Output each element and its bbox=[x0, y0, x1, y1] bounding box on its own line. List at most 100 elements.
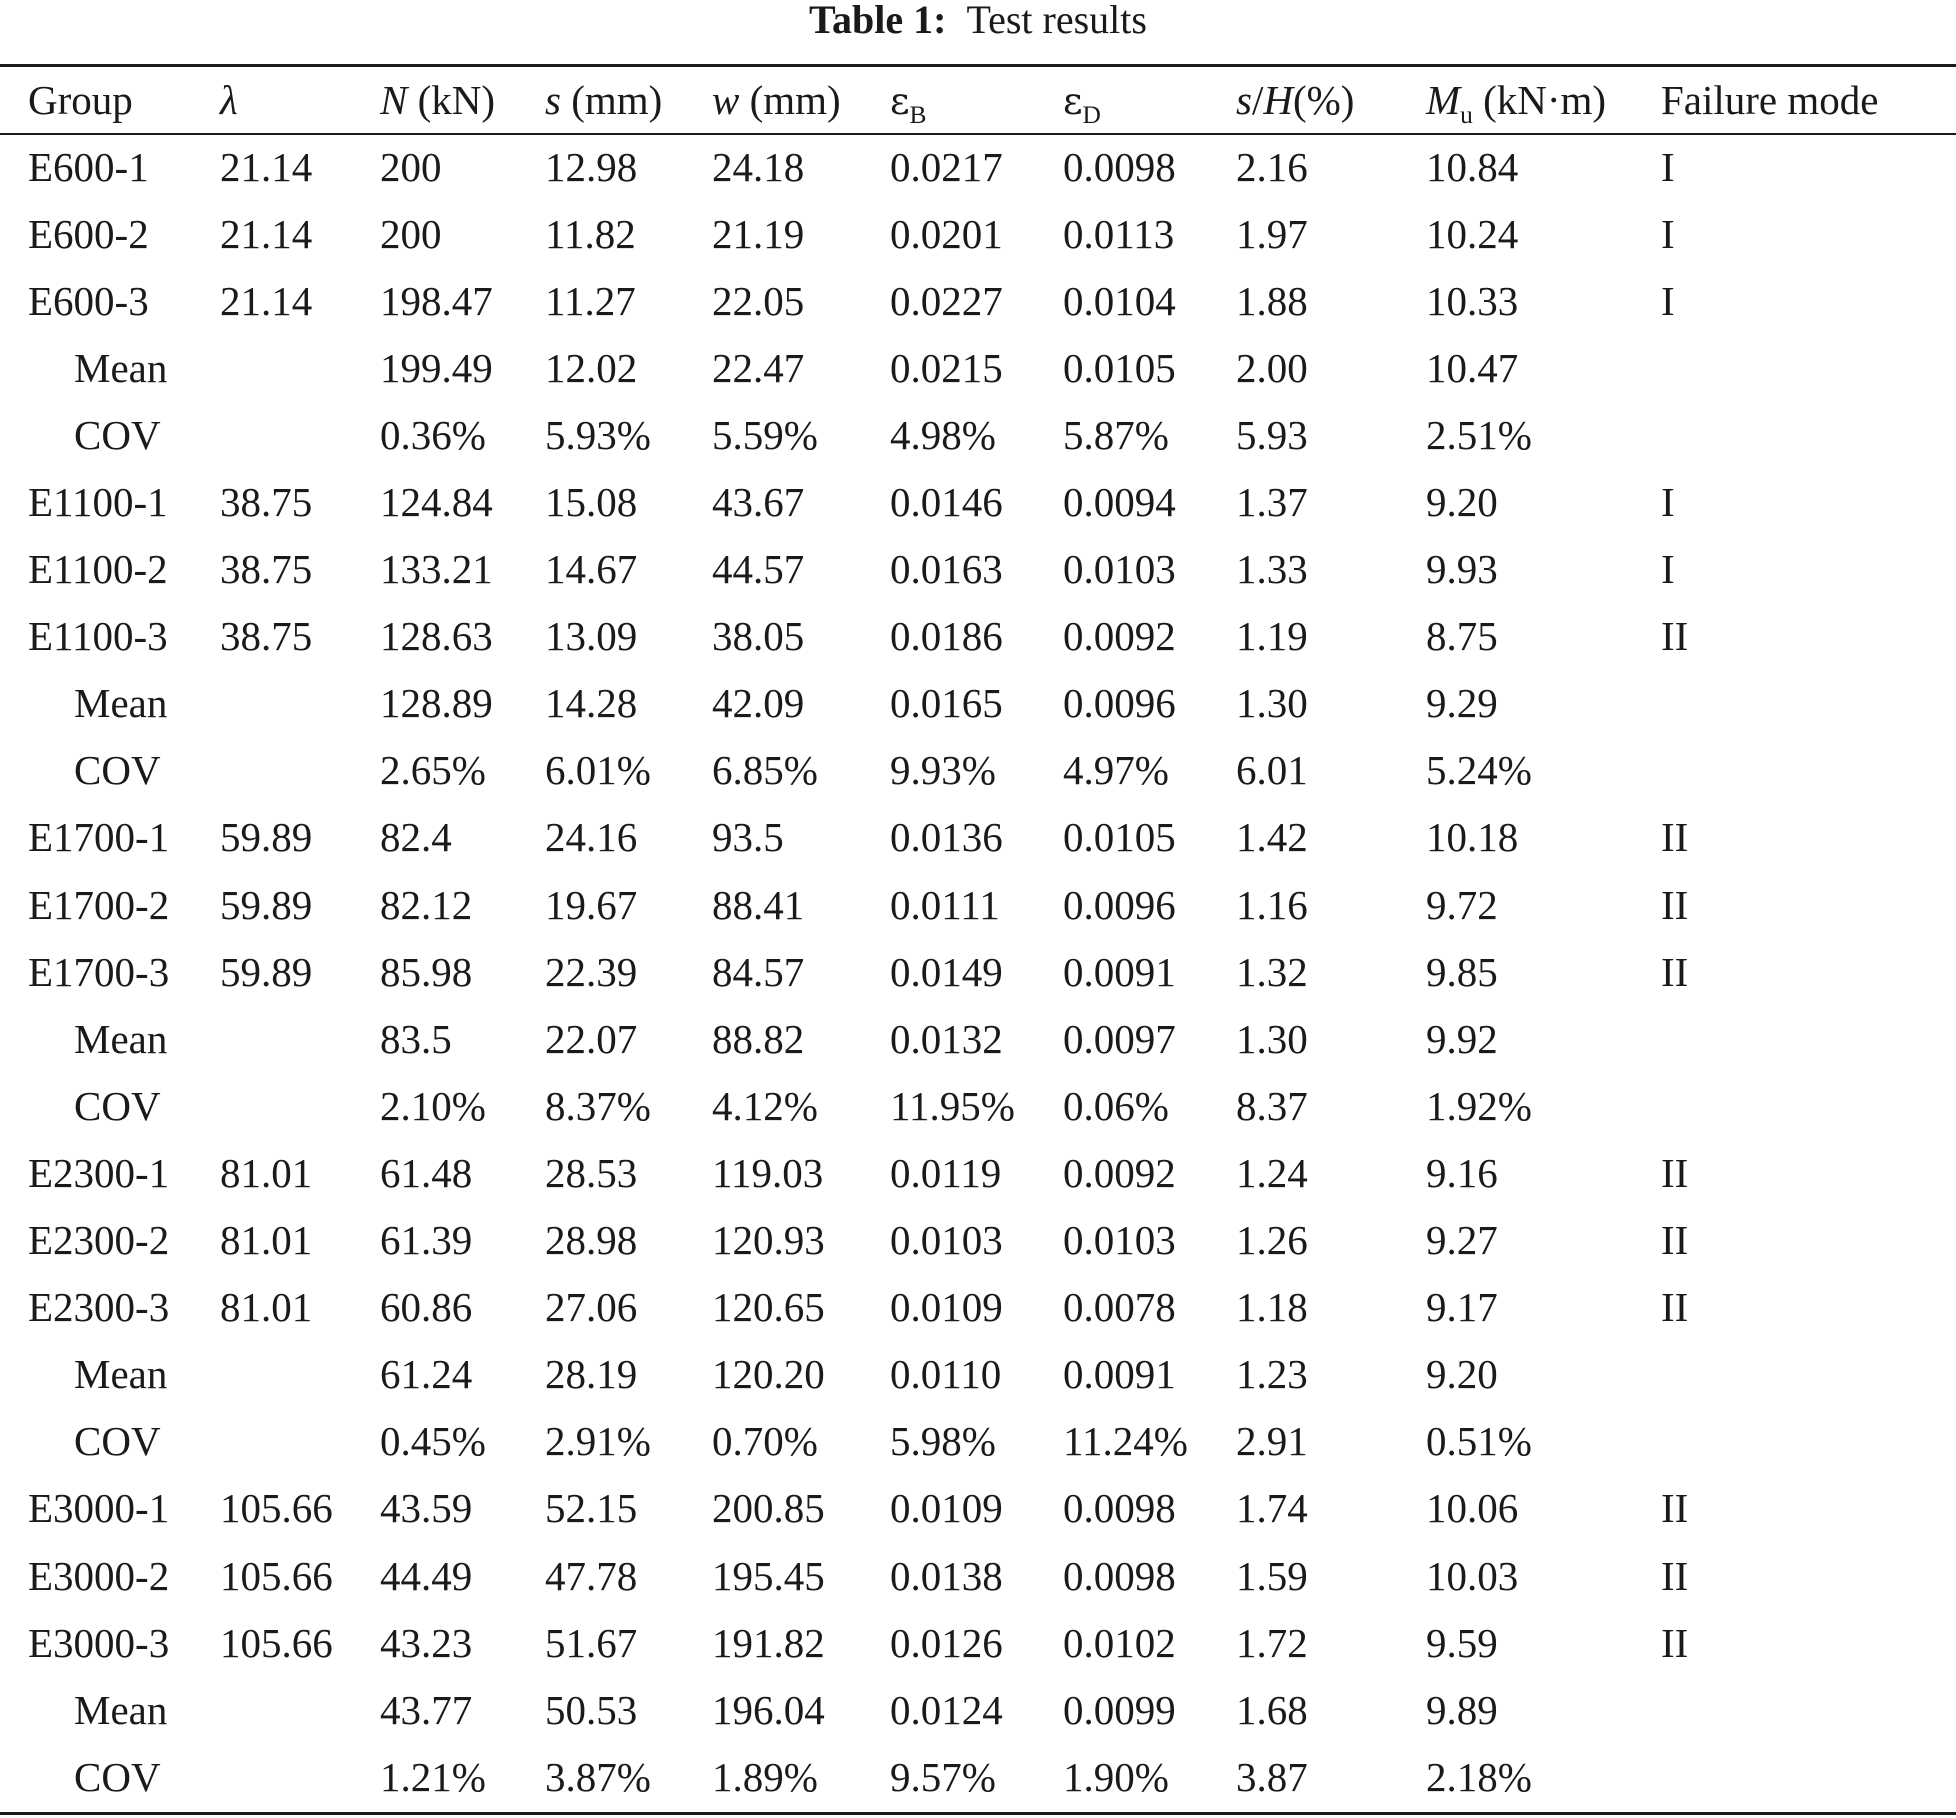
cell-group: COV bbox=[74, 411, 161, 458]
table-body: E600-1 21.14 200 12.98 24.18 0.0217 0.0098 2.16… bbox=[0, 133, 1956, 1810]
cell-lambda: 21.14 bbox=[220, 143, 313, 190]
cell-w: 195.45 bbox=[712, 1552, 825, 1599]
table-row: E1700-1 59.89 82.4 24.16 93.5 0.0136 0.0105 1.4… bbox=[0, 804, 1956, 871]
cell-eps-d: 0.0113 bbox=[1063, 210, 1175, 257]
cell-lambda bbox=[220, 670, 380, 737]
cell-mu: 9.17 bbox=[1426, 1284, 1498, 1331]
cell-eps-d: 1.90% bbox=[1063, 1753, 1169, 1800]
cell-s: 14.67 bbox=[545, 546, 638, 593]
cell-mu: 2.51% bbox=[1426, 411, 1532, 458]
mean-row: Mean 61.24 28.19 120.20 0.0110 0.0091 1.23 9.20 bbox=[0, 1341, 1956, 1408]
cell-load: 2.10% bbox=[380, 1082, 486, 1129]
table-caption-text: Test results bbox=[966, 0, 1147, 42]
header-lambda: λ bbox=[220, 77, 238, 123]
cell-failure-mode: II bbox=[1661, 1485, 1689, 1532]
cell-group: E3000-2 bbox=[28, 1552, 170, 1599]
cell-w: 22.05 bbox=[712, 277, 805, 324]
cell-load: 85.98 bbox=[380, 948, 473, 995]
cell-mu: 9.72 bbox=[1426, 881, 1498, 928]
table-caption: Table 1: Test results bbox=[0, 0, 1956, 40]
cell-s-over-h: 1.18 bbox=[1236, 1284, 1308, 1331]
cell-mu: 1.92% bbox=[1426, 1082, 1532, 1129]
cell-group: E600-2 bbox=[28, 210, 149, 257]
cell-s-over-h: 8.37 bbox=[1236, 1082, 1308, 1129]
cell-mu: 10.06 bbox=[1426, 1485, 1519, 1532]
cell-load: 1.21% bbox=[380, 1753, 486, 1800]
cell-failure-mode: II bbox=[1661, 948, 1689, 995]
cell-eps-d: 0.0098 bbox=[1063, 1552, 1176, 1599]
cell-load: 61.24 bbox=[380, 1351, 473, 1398]
cell-s-over-h: 1.16 bbox=[1236, 881, 1308, 928]
cell-group: E600-3 bbox=[28, 277, 149, 324]
cell-lambda bbox=[220, 1743, 380, 1810]
table-row: E2300-1 81.01 61.48 28.53 119.03 0.0119 0.0092… bbox=[0, 1139, 1956, 1206]
cell-lambda: 59.89 bbox=[220, 948, 313, 995]
cell-eps-b: 0.0215 bbox=[890, 344, 1003, 391]
cell-w: 88.41 bbox=[712, 881, 805, 928]
cell-eps-b: 5.98% bbox=[890, 1418, 996, 1465]
header-load: N (kN) bbox=[380, 77, 496, 123]
cell-w: 4.12% bbox=[712, 1082, 818, 1129]
cell-load: 0.45% bbox=[380, 1418, 486, 1465]
cell-load: 200 bbox=[380, 210, 442, 257]
cell-eps-d: 11.24% bbox=[1063, 1418, 1188, 1465]
table-row: E2300-3 81.01 60.86 27.06 120.65 0.0109 0.0078… bbox=[0, 1274, 1956, 1341]
cell-failure-mode bbox=[1661, 334, 1956, 401]
cell-eps-b: 0.0165 bbox=[890, 680, 1003, 727]
cell-lambda: 105.66 bbox=[220, 1485, 333, 1532]
cell-lambda: 59.89 bbox=[220, 881, 313, 928]
header-row: Group λ N (kN) s (mm) w (mm) εB εD s/H(%… bbox=[0, 67, 1956, 133]
cell-mu: 10.03 bbox=[1426, 1552, 1519, 1599]
cell-mu: 10.84 bbox=[1426, 143, 1519, 190]
cell-group: E600-1 bbox=[28, 143, 149, 190]
table-row: E1100-2 38.75 133.21 14.67 44.57 0.0163 0.0103… bbox=[0, 536, 1956, 603]
cell-s-over-h: 1.30 bbox=[1236, 680, 1308, 727]
cell-mu: 9.20 bbox=[1426, 1351, 1498, 1398]
header-group: Group bbox=[28, 77, 133, 123]
header-w: w (mm) bbox=[712, 77, 841, 123]
cell-lambda: 38.75 bbox=[220, 479, 313, 526]
cell-s-over-h: 1.42 bbox=[1236, 814, 1308, 861]
cell-failure-mode bbox=[1661, 1005, 1956, 1072]
cell-eps-b: 9.93% bbox=[890, 747, 996, 794]
cell-failure-mode bbox=[1661, 670, 1956, 737]
cell-eps-b: 0.0146 bbox=[890, 479, 1003, 526]
cell-mu: 10.47 bbox=[1426, 344, 1519, 391]
cell-lambda: 81.01 bbox=[220, 1284, 313, 1331]
cell-w: 84.57 bbox=[712, 948, 805, 995]
mean-row: Mean 83.5 22.07 88.82 0.0132 0.0097 1.30 9.92 bbox=[0, 1005, 1956, 1072]
cell-eps-d: 0.0094 bbox=[1063, 479, 1176, 526]
cell-group: E2300-3 bbox=[28, 1284, 170, 1331]
cell-failure-mode: I bbox=[1661, 210, 1675, 257]
cell-s-over-h: 1.24 bbox=[1236, 1149, 1308, 1196]
header-s-over-h: s/H(%) bbox=[1236, 77, 1355, 123]
cell-load: 43.59 bbox=[380, 1485, 473, 1532]
table-row: E600-3 21.14 198.47 11.27 22.05 0.0227 0.0104 1… bbox=[0, 267, 1956, 334]
cell-failure-mode: II bbox=[1661, 881, 1689, 928]
cell-failure-mode: II bbox=[1661, 1149, 1689, 1196]
cell-s: 3.87% bbox=[545, 1753, 651, 1800]
cell-group: E2300-2 bbox=[28, 1217, 170, 1264]
cell-eps-b: 0.0110 bbox=[890, 1351, 1002, 1398]
cell-s-over-h: 1.68 bbox=[1236, 1686, 1308, 1733]
cell-s-over-h: 1.26 bbox=[1236, 1217, 1308, 1264]
cell-w: 38.05 bbox=[712, 613, 805, 660]
cell-eps-d: 0.0098 bbox=[1063, 143, 1176, 190]
cell-group: E1100-2 bbox=[28, 546, 168, 593]
cell-group: COV bbox=[74, 1082, 161, 1129]
cell-s-over-h: 5.93 bbox=[1236, 411, 1308, 458]
cell-lambda: 105.66 bbox=[220, 1552, 333, 1599]
cell-load: 82.12 bbox=[380, 881, 473, 928]
cell-w: 88.82 bbox=[712, 1015, 805, 1062]
cell-group: COV bbox=[74, 1753, 161, 1800]
cell-load: 60.86 bbox=[380, 1284, 473, 1331]
cell-failure-mode: II bbox=[1661, 1619, 1689, 1666]
table-row: E3000-1 105.66 43.59 52.15 200.85 0.0109 0.009… bbox=[0, 1475, 1956, 1542]
cov-row: COV 1.21% 3.87% 1.89% 9.57% 1.90% 3.87 2.18% bbox=[0, 1743, 1956, 1810]
cell-s-over-h: 2.16 bbox=[1236, 143, 1308, 190]
cell-eps-d: 0.0096 bbox=[1063, 881, 1176, 928]
cell-lambda bbox=[220, 1072, 380, 1139]
cell-group: Mean bbox=[74, 1351, 168, 1398]
cell-lambda bbox=[220, 1005, 380, 1072]
cell-lambda: 105.66 bbox=[220, 1619, 333, 1666]
